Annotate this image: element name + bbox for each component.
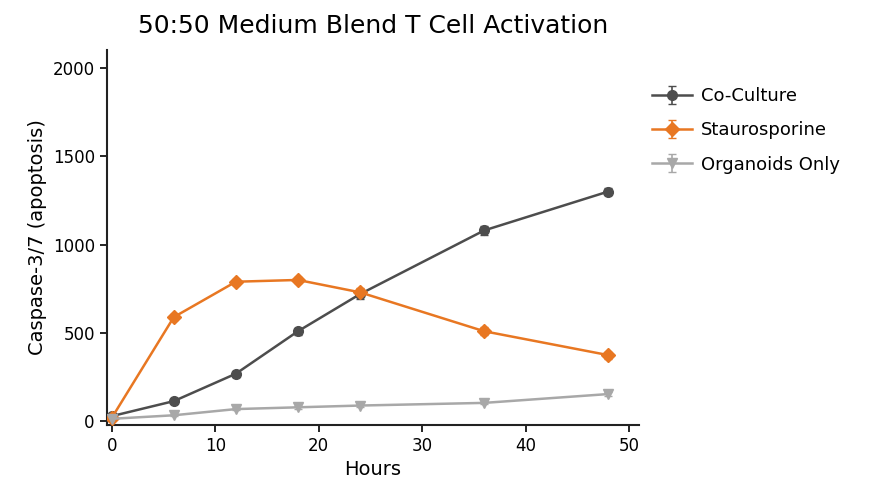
Y-axis label: Caspase-3/7 (apoptosis): Caspase-3/7 (apoptosis)	[28, 120, 47, 356]
X-axis label: Hours: Hours	[345, 460, 401, 479]
Title: 50:50 Medium Blend T Cell Activation: 50:50 Medium Blend T Cell Activation	[138, 14, 608, 38]
Legend: Co-Culture, Staurosporine, Organoids Only: Co-Culture, Staurosporine, Organoids Onl…	[645, 80, 847, 181]
